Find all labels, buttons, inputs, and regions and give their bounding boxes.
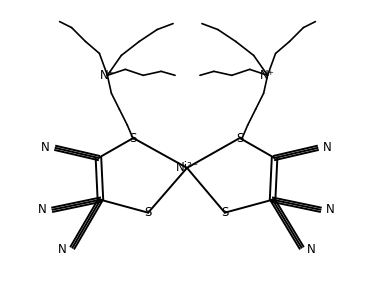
Text: S: S xyxy=(144,206,152,219)
Text: N: N xyxy=(326,203,334,216)
Text: N: N xyxy=(307,243,316,256)
Text: N: N xyxy=(58,243,67,256)
Text: S: S xyxy=(130,132,137,144)
Text: S: S xyxy=(236,132,243,144)
Text: N: N xyxy=(41,142,50,154)
Text: S: S xyxy=(221,206,228,219)
Text: N⁺: N⁺ xyxy=(260,69,275,82)
Text: N: N xyxy=(38,203,47,216)
Text: Ni²⁻: Ni²⁻ xyxy=(176,161,199,174)
Text: N: N xyxy=(323,142,332,154)
Text: N⁺: N⁺ xyxy=(100,69,115,82)
